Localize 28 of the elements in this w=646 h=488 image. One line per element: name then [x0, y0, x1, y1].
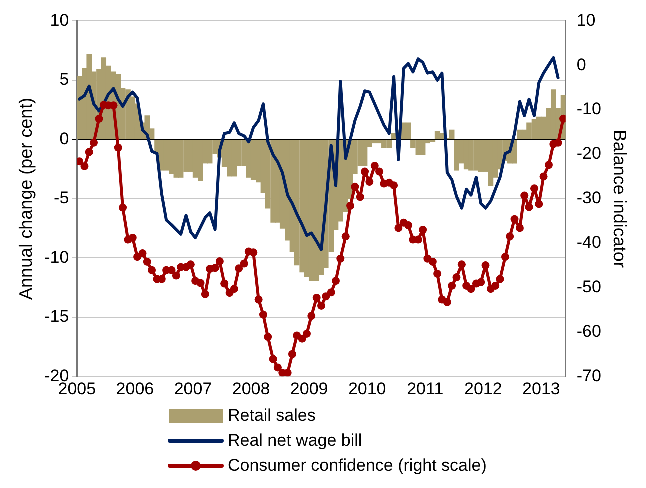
- x-tick-label: 2013: [522, 379, 560, 398]
- x-tick-label: 2007: [174, 379, 212, 398]
- y2-tick-label: -60: [576, 322, 602, 341]
- y2-tick-label: 10: [576, 10, 596, 30]
- y2-tick-label: -50: [576, 277, 602, 296]
- y2-tick-label: -10: [576, 100, 602, 119]
- y-tick-label: 5: [60, 70, 70, 90]
- y2-tick-label: -40: [576, 233, 602, 252]
- y2-tick-label: -20: [576, 144, 602, 164]
- legend-label: Real net wage bill: [228, 430, 362, 452]
- x-tick-label: 2009: [290, 379, 328, 398]
- y-tick-label: 10: [50, 10, 70, 30]
- y2-tick-label: -70: [576, 366, 602, 386]
- x-tick-label: 2011: [407, 379, 444, 398]
- legend-label: Retail sales: [228, 405, 316, 427]
- y2-tick-label: 0: [576, 55, 586, 74]
- y-tick-label: -15: [44, 307, 70, 326]
- y-tick-label: -5: [54, 188, 70, 208]
- y2-axis-title: Balance indicator: [610, 130, 630, 268]
- y-axis-title: Annual change (per cent): [16, 98, 36, 300]
- x-tick-label: 2010: [348, 379, 386, 398]
- x-tick-label: 2006: [116, 379, 154, 398]
- y2-tick-label: -30: [576, 188, 602, 208]
- x-tick-label: 2012: [464, 379, 502, 398]
- x-tick-label: 2008: [232, 379, 270, 398]
- y-tick-label: 0: [60, 129, 70, 148]
- legend-label: Consumer confidence (right scale): [228, 455, 487, 477]
- y-tick-label: -10: [44, 248, 70, 267]
